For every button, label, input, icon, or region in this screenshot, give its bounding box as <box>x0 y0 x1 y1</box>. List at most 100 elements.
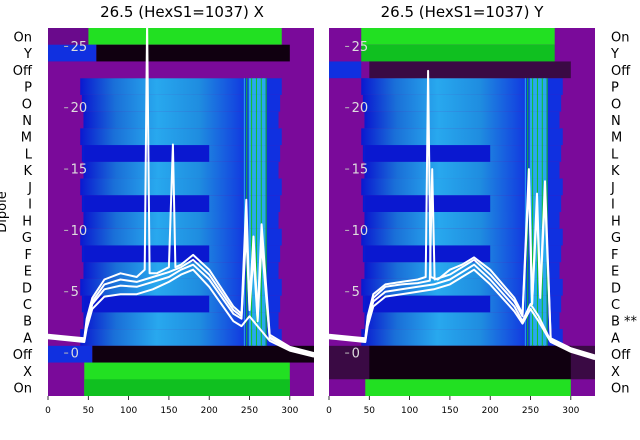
heatmap-band <box>365 295 491 313</box>
series-line-3 <box>328 268 596 361</box>
heatmap-band <box>546 195 562 212</box>
heatmap-band <box>361 44 555 62</box>
heatmap-band <box>83 312 250 330</box>
y-axis-label: Dipole <box>0 191 10 232</box>
heatmap-stripe <box>532 78 534 346</box>
heatmap-band <box>364 161 531 179</box>
heatmap-band <box>265 212 279 229</box>
heatmap-stripe <box>524 78 526 346</box>
row-label-right: G <box>611 231 621 246</box>
heatmap-band <box>80 78 250 95</box>
row-label-left: Off <box>13 348 33 363</box>
heatmap-stripe <box>539 78 541 346</box>
heatmap-band <box>84 195 210 212</box>
row-label-right: P <box>611 81 619 96</box>
series-line-2 <box>328 263 596 359</box>
y-tick-label: 15 <box>352 163 369 178</box>
heatmap-band <box>265 295 281 313</box>
heatmap-band <box>364 111 531 129</box>
row-label-right: D <box>611 281 621 296</box>
heatmap-band <box>546 212 560 229</box>
heatmap-stripe <box>260 78 262 346</box>
heatmap-band <box>365 379 571 396</box>
row-label-left: C <box>23 298 32 313</box>
heatmap-stripe <box>255 78 257 346</box>
heatmap-band <box>361 228 531 246</box>
heatmap-band <box>83 262 250 279</box>
heatmap-band <box>80 278 250 296</box>
heatmap-band <box>48 28 89 45</box>
row-label-right: N <box>611 114 621 129</box>
heatmap-band <box>265 111 279 129</box>
x-tick-label: 150 <box>160 406 177 416</box>
heatmap-band <box>83 212 250 229</box>
row-label-right: On <box>611 382 629 397</box>
heatmap-band <box>92 345 314 363</box>
y-tick-label: 15 <box>71 163 88 178</box>
heatmap-band <box>361 128 531 146</box>
heatmap-band <box>362 94 531 112</box>
row-label-right: A <box>611 331 620 346</box>
heatmap-band <box>361 178 531 196</box>
heatmap-band <box>265 94 281 112</box>
row-label-left: L <box>25 147 33 162</box>
heatmap-band <box>84 295 210 313</box>
heatmap-band <box>81 94 250 112</box>
row-label-left: G <box>22 231 32 246</box>
heatmap-stripe <box>258 78 260 346</box>
row-label-right: O <box>611 97 621 112</box>
row-label-right: X <box>611 365 620 380</box>
heatmap-band <box>364 312 531 330</box>
heatmap-band <box>265 245 281 263</box>
x-tick-label: 50 <box>364 406 376 416</box>
heatmap-band <box>265 262 279 279</box>
heatmap-band <box>546 262 560 279</box>
heatmap-band <box>369 345 571 380</box>
heatmap-band <box>361 329 531 346</box>
heatmap-band <box>88 28 282 45</box>
heatmap-band <box>96 44 290 62</box>
row-label-left: E <box>24 265 32 280</box>
heatmap-band <box>546 178 563 196</box>
x-tick-label: 300 <box>562 406 579 416</box>
heatmap-band <box>361 78 531 95</box>
row-label-right: B ** <box>611 315 638 330</box>
y-tick-label: 20 <box>71 101 88 116</box>
row-label-right: K <box>611 164 620 179</box>
x-tick-label: 200 <box>482 406 499 416</box>
x-tick-label: 0 <box>45 406 51 416</box>
heatmap-band <box>84 379 290 396</box>
heatmap-band <box>329 61 362 79</box>
row-label-left: B <box>23 315 32 330</box>
y-tick-label: 10 <box>352 224 369 239</box>
heatmap-band <box>48 345 93 363</box>
heatmap-band <box>265 195 281 212</box>
heatmap-band <box>546 245 562 263</box>
row-label-left: D <box>22 281 32 296</box>
x-tick-label: 50 <box>83 406 95 416</box>
heatmap-band <box>361 28 555 45</box>
heatmap-stripe <box>265 78 267 346</box>
row-label-left: K <box>23 164 32 179</box>
row-label-right: Y <box>610 47 619 62</box>
row-label-left: P <box>24 81 32 96</box>
y-tick-label: 25 <box>71 40 88 55</box>
heatmap-stripe <box>541 78 543 346</box>
heatmap-band <box>546 78 563 95</box>
heatmap-band <box>265 128 282 146</box>
y-tick-label: 20 <box>352 101 369 116</box>
y-tick-label: 0 <box>352 347 360 362</box>
row-label-left: J <box>27 181 32 196</box>
row-label-left: N <box>22 114 32 129</box>
heatmap-band <box>364 212 531 229</box>
x-tick-label: 300 <box>281 406 298 416</box>
heatmap-stripe <box>243 78 245 346</box>
x-tick-label: 150 <box>441 406 458 416</box>
heatmap-stripe <box>248 78 250 346</box>
series-line-3 <box>47 268 315 358</box>
heatmap-stripe <box>546 78 548 346</box>
heatmap-band <box>546 145 562 162</box>
